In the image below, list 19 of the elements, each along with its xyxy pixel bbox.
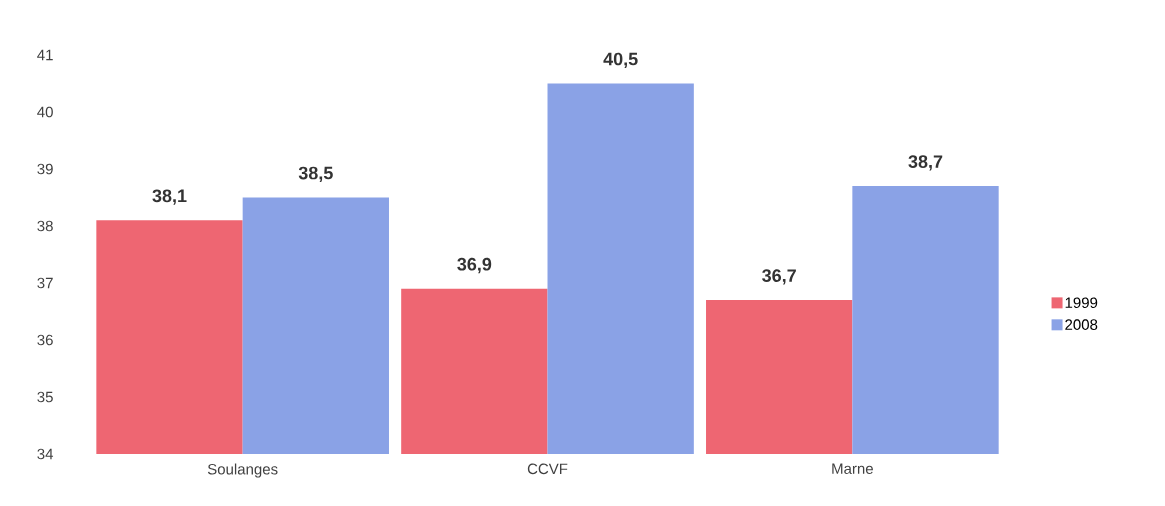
data-label: 38,7 (908, 155, 943, 171)
x-tick-label: CCVF (527, 463, 568, 475)
x-tick-label: Marne (832, 463, 873, 474)
data-label: 40,5 (603, 52, 638, 68)
data-label: 38,1 (152, 189, 187, 205)
y-tick-label: 36 (37, 334, 53, 346)
data-label: 38,5 (298, 166, 333, 182)
y-tick-label: 37 (37, 277, 53, 289)
legend-label: 1999 (1065, 297, 1098, 308)
y-tick-label: 35 (37, 391, 53, 403)
y-tick-label: 39 (37, 163, 53, 175)
y-tick-label: 41 (37, 49, 53, 61)
y-tick-label: 38 (37, 220, 53, 232)
data-label: 36,7 (762, 269, 796, 285)
legend-label: 2008 (1065, 319, 1098, 330)
y-tick-label: 34 (37, 448, 54, 460)
y-tick-label: 40 (37, 106, 53, 118)
x-tick-label: Soulanges (207, 463, 278, 478)
data-label: 36,9 (457, 257, 492, 274)
